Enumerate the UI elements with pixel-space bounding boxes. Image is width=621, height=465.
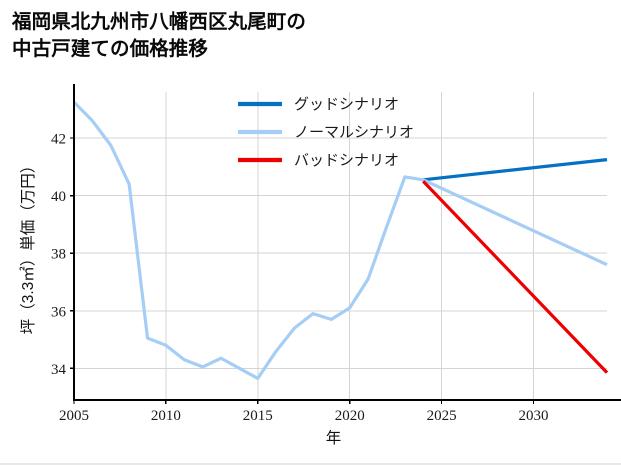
y-axis-title: 坪（3.3㎡）単価（万円） xyxy=(19,158,37,335)
axis-ticks xyxy=(70,137,535,404)
axis-titles: 年 坪（3.3㎡）単価（万円） xyxy=(19,158,341,447)
series-line-2 xyxy=(422,180,609,374)
x-tick-label: 2005 xyxy=(59,408,89,424)
y-tick-label: 42 xyxy=(51,132,66,148)
y-tick-label: 36 xyxy=(51,304,67,320)
y-tick-label: 34 xyxy=(51,362,67,378)
legend-label-1: ノーマルシナリオ xyxy=(294,124,414,141)
x-tick-label: 2020 xyxy=(335,408,365,424)
figure-bottom-edge xyxy=(0,463,621,465)
y-tick-label: 40 xyxy=(51,189,66,205)
x-tick-label: 2015 xyxy=(243,408,273,424)
x-tick-label: 2025 xyxy=(427,408,457,424)
x-tick-label: 2030 xyxy=(518,408,548,424)
axis-tick-labels: 34 36 38 40 42 2005 2010 2015 2020 2025 2030 xyxy=(51,132,548,424)
axis-spines xyxy=(72,84,621,402)
series-line-1 xyxy=(72,100,608,381)
chart-title: 福岡県北九州市八幡西区丸尾町の 中古戸建ての価格推移 xyxy=(12,11,307,60)
legend-label-0: グッドシナリオ xyxy=(294,96,399,113)
legend-label-2: バッドシナリオ xyxy=(294,152,399,169)
x-tick-label: 2010 xyxy=(151,408,181,424)
series-lines xyxy=(72,100,609,381)
series-line-0 xyxy=(423,158,608,182)
y-tick-label: 38 xyxy=(51,247,66,263)
x-axis-title: 年 xyxy=(326,429,342,447)
